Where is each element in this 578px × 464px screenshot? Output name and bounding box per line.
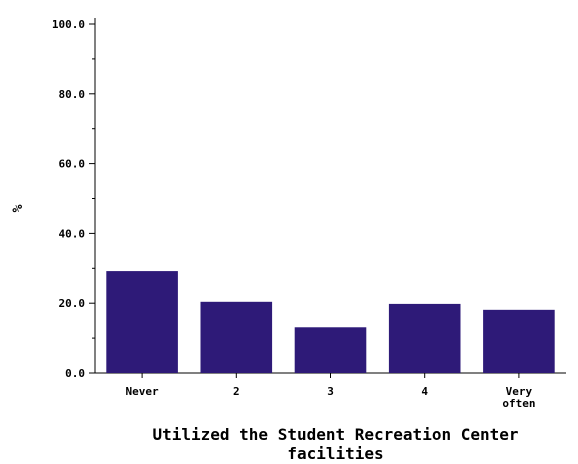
y-tick-label: 80.0	[59, 88, 86, 101]
x-tick-label: 2	[233, 385, 240, 398]
x-axis-title: Utilized the Student Recreation Center fa…	[152, 425, 518, 463]
bar-4	[388, 303, 461, 373]
bar-never	[106, 271, 178, 373]
y-tick-label: 60.0	[59, 158, 86, 171]
x-tick-label: 3	[327, 385, 334, 398]
y-tick-label: 40.0	[59, 227, 86, 240]
bars	[106, 271, 555, 373]
y-tick-label: 0.0	[65, 367, 85, 380]
y-tick-label: 20.0	[59, 297, 86, 310]
bar-very-often	[483, 309, 555, 373]
bar-2	[200, 301, 273, 373]
bar-3	[294, 327, 367, 373]
x-tick-label: Never	[126, 385, 159, 398]
x-tick-label: Very often	[502, 385, 535, 410]
y-axis-title: %	[11, 204, 26, 212]
x-tick-label: 4	[421, 385, 428, 398]
y-tick-label: 100.0	[52, 18, 85, 31]
x-axis: Never 2 3 4 Very often	[95, 372, 566, 410]
y-axis: 0.0 20.0 40.0 60.0 80.0 100.0	[52, 18, 96, 380]
